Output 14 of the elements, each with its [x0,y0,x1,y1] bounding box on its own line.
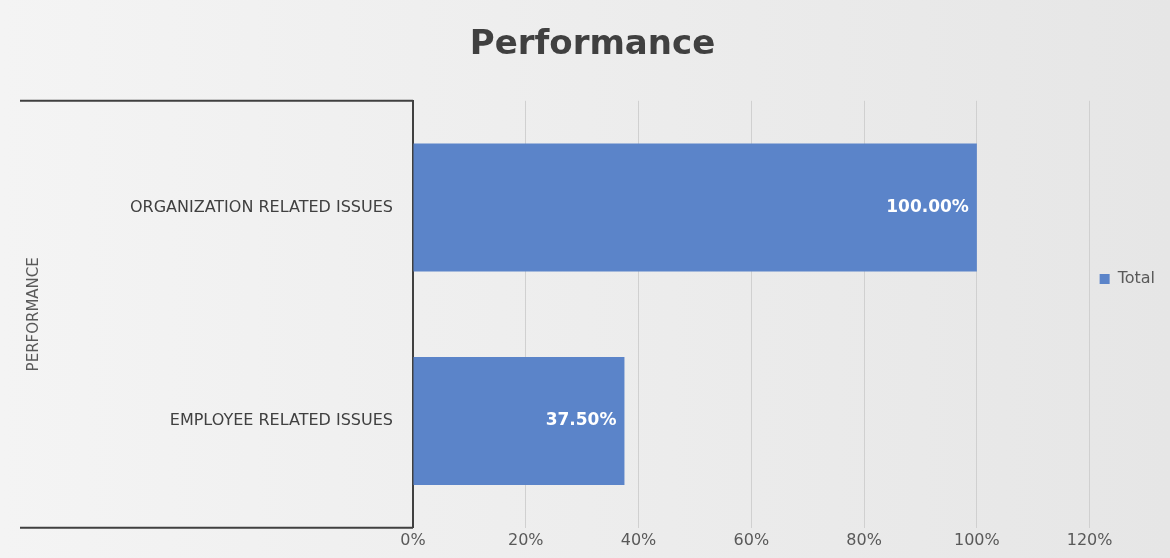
x-tick-label: 40% [620,529,657,549]
x-tick-label: 20% [507,529,544,549]
x-tick-label: 80% [846,529,882,549]
x-tick-label: 120% [1066,529,1113,549]
text: PERFORMANCE [23,257,42,372]
x-tick-label: 100% [953,529,1000,549]
y-tick-label: EMPLOYEE RELATED ISSUES [169,410,393,430]
legend-label: Total [1116,268,1156,288]
x-tick-label: 0% [400,529,426,549]
x-tick-label: 60% [733,529,770,549]
chart-title: Performance [469,22,716,63]
y-tick-label: ORGANIZATION RELATED ISSUES [129,196,393,216]
text: 100.00% [886,195,969,216]
text: 37.50% [545,409,617,430]
